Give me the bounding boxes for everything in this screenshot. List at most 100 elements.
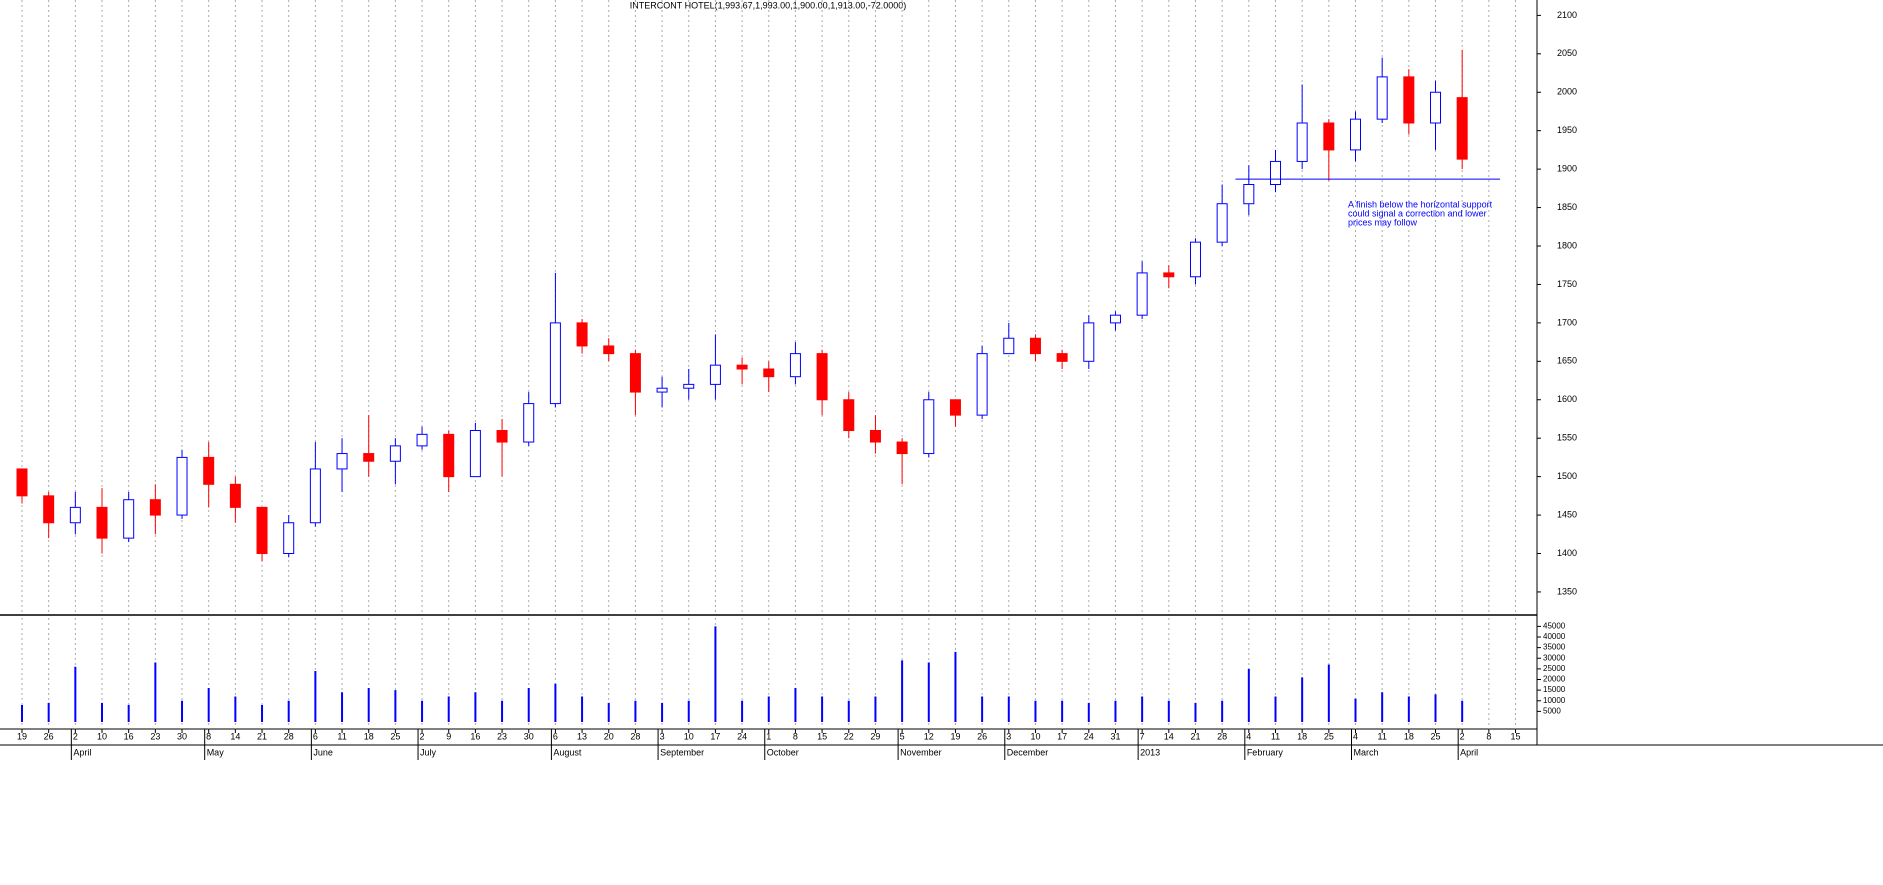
candle-body xyxy=(443,433,455,478)
x-tick-label: 14 xyxy=(230,731,240,741)
volume-tick-label: 5000 xyxy=(1543,706,1561,715)
candle-body xyxy=(123,499,135,539)
x-tick-label: 18 xyxy=(364,731,374,741)
x-tick-label: 29 xyxy=(870,731,880,741)
candle-body xyxy=(16,468,28,497)
month-label: October xyxy=(767,747,799,757)
candle-body xyxy=(709,364,721,385)
candle-body xyxy=(523,403,535,443)
volume-tick-label: 40000 xyxy=(1543,632,1566,641)
x-tick-label: 23 xyxy=(150,731,160,741)
x-tick-label: 10 xyxy=(97,731,107,741)
x-tick-label: 9 xyxy=(446,731,451,741)
candle-body xyxy=(1003,337,1015,355)
x-tick-label: 26 xyxy=(977,731,987,741)
x-tick-label: 30 xyxy=(524,731,534,741)
candle-body xyxy=(363,453,375,462)
x-tick-label: 2 xyxy=(1460,731,1465,741)
y-tick-label: 1550 xyxy=(1557,433,1577,443)
candle-body xyxy=(1083,322,1095,362)
candle-body xyxy=(229,483,241,508)
candle-body xyxy=(1269,160,1281,185)
candle-body xyxy=(1350,118,1361,151)
volume-tick-label: 15000 xyxy=(1543,685,1566,694)
month-label: September xyxy=(660,747,704,757)
candle-body xyxy=(1376,76,1388,120)
y-tick-label: 1800 xyxy=(1557,240,1577,250)
candle-body xyxy=(69,506,81,524)
candle-body xyxy=(763,368,775,378)
x-tick-label: 31 xyxy=(1110,731,1120,741)
candle-body xyxy=(603,345,615,355)
x-tick-label: 6 xyxy=(553,731,558,741)
x-tick-label: 25 xyxy=(390,731,400,741)
x-tick-label: 14 xyxy=(1164,731,1174,741)
volume-tick-label: 20000 xyxy=(1543,675,1566,684)
x-tick-label: 8 xyxy=(1486,731,1491,741)
month-label: April xyxy=(73,747,91,757)
month-label: November xyxy=(900,747,942,757)
candle-body xyxy=(1056,353,1068,362)
annotation: A finish below the horizontal support xyxy=(1348,199,1493,209)
x-tick-label: 8 xyxy=(793,731,798,741)
candle-body xyxy=(949,399,961,416)
month-label: February xyxy=(1247,747,1284,757)
y-tick-label: 1900 xyxy=(1557,164,1577,174)
candle-body xyxy=(283,522,295,554)
candle-body xyxy=(683,383,695,389)
x-tick-label: 4 xyxy=(1246,731,1251,741)
month-label: May xyxy=(207,747,225,757)
candle-body xyxy=(496,430,508,443)
y-tick-label: 1650 xyxy=(1557,356,1577,366)
candle-body xyxy=(1296,122,1308,162)
candle-body xyxy=(816,353,828,401)
y-tick-label: 2050 xyxy=(1557,48,1577,58)
month-label: 2013 xyxy=(1140,747,1160,757)
x-tick-label: 20 xyxy=(604,731,614,741)
x-tick-label: 2 xyxy=(420,731,425,741)
candle-body xyxy=(1216,203,1228,243)
candle-body xyxy=(336,453,348,470)
x-tick-label: 17 xyxy=(710,731,720,741)
candle-body xyxy=(469,430,481,478)
candle-body xyxy=(1189,241,1201,278)
month-label: August xyxy=(553,747,582,757)
candle-body xyxy=(656,387,668,393)
x-tick-label: 8 xyxy=(206,731,211,741)
candle-body xyxy=(203,456,215,485)
x-tick-label: 15 xyxy=(817,731,827,741)
annotation: could signal a correction and lower xyxy=(1348,208,1487,218)
x-tick-label: 18 xyxy=(1297,731,1307,741)
volume-tick-label: 35000 xyxy=(1543,643,1566,652)
candle-body xyxy=(416,433,428,447)
x-tick-label: 30 xyxy=(177,731,187,741)
volume-tick-label: 10000 xyxy=(1543,696,1566,705)
y-tick-label: 1750 xyxy=(1557,279,1577,289)
x-tick-label: 16 xyxy=(470,731,480,741)
candle-body xyxy=(256,506,268,554)
candle-body xyxy=(549,322,561,405)
candle-body xyxy=(389,445,401,462)
candle-body xyxy=(96,506,108,539)
x-tick-label: 6 xyxy=(313,731,318,741)
y-tick-label: 1500 xyxy=(1557,471,1577,481)
y-tick-label: 1350 xyxy=(1557,586,1577,596)
candle-body xyxy=(43,495,55,524)
x-tick-label: 3 xyxy=(660,731,665,741)
x-tick-label: 21 xyxy=(1190,731,1200,741)
volume-tick-label: 25000 xyxy=(1543,664,1566,673)
y-tick-label: 2100 xyxy=(1557,10,1577,20)
x-tick-label: 19 xyxy=(950,731,960,741)
volume-tick-label: 30000 xyxy=(1543,653,1566,662)
candle-body xyxy=(1430,91,1442,124)
x-tick-label: 21 xyxy=(257,731,267,741)
x-tick-label: 24 xyxy=(1084,731,1094,741)
y-tick-label: 1400 xyxy=(1557,548,1577,558)
y-tick-label: 1950 xyxy=(1557,125,1577,135)
y-tick-label: 1850 xyxy=(1557,202,1577,212)
x-tick-label: 28 xyxy=(1217,731,1227,741)
x-tick-label: 23 xyxy=(497,731,507,741)
x-tick-label: 18 xyxy=(1404,731,1414,741)
x-tick-label: 16 xyxy=(124,731,134,741)
